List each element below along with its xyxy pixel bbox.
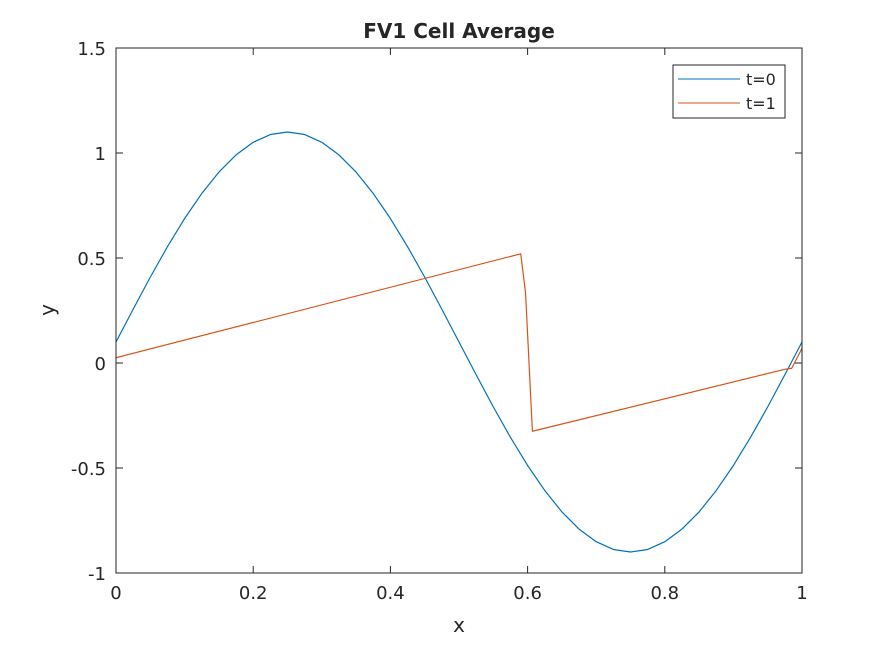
y-tick-label: 1 bbox=[95, 144, 106, 165]
y-tick-label: 1.5 bbox=[77, 39, 106, 60]
series-lines bbox=[115, 131, 803, 553]
y-axis-label: y bbox=[35, 304, 59, 316]
legend: t=0 t=1 bbox=[672, 64, 786, 119]
chart-title: FV1 Cell Average bbox=[363, 19, 555, 43]
x-tick-label: 0 bbox=[110, 583, 121, 604]
y-tick-label: 0.5 bbox=[77, 249, 106, 270]
axes-box bbox=[115, 47, 803, 574]
x-tick-label: 1 bbox=[796, 583, 807, 604]
series-line-t0 bbox=[115, 131, 803, 553]
y-tick-label: -1 bbox=[88, 564, 106, 585]
series-line-t1 bbox=[115, 253, 803, 432]
plot-area bbox=[116, 48, 802, 573]
legend-label-t0: t=0 bbox=[746, 70, 776, 89]
x-tick-label: 0.6 bbox=[513, 583, 542, 604]
x-tick-label: 0.4 bbox=[376, 583, 405, 604]
legend-box bbox=[672, 64, 786, 119]
x-axis-label: x bbox=[453, 613, 465, 637]
x-tick-label: 0.2 bbox=[239, 583, 268, 604]
legend-label-t1: t=1 bbox=[746, 94, 776, 113]
y-tick-label: -0.5 bbox=[71, 459, 106, 480]
y-tick-label: 0 bbox=[95, 354, 106, 375]
x-tick-label: 0.8 bbox=[650, 583, 679, 604]
